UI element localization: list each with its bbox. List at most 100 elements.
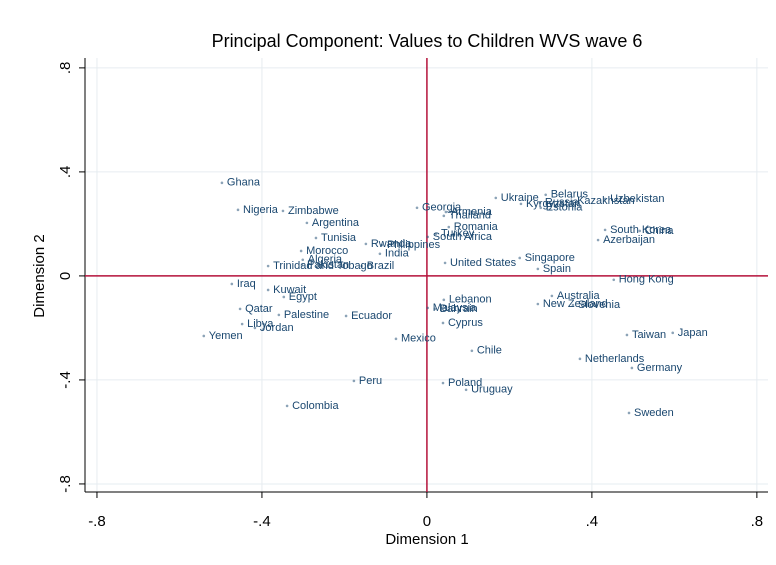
- point: [282, 295, 286, 299]
- point-label: China: [645, 225, 675, 237]
- point: [518, 256, 522, 260]
- point-label: Argentina: [312, 217, 360, 229]
- y-tick-label: 0: [57, 272, 74, 280]
- chart-title: Principal Component: Values to Children …: [212, 31, 643, 51]
- point: [281, 209, 285, 213]
- point-label: Algeria: [308, 254, 343, 266]
- point-label: Turkey: [441, 228, 475, 240]
- point: [596, 238, 600, 242]
- point: [494, 196, 498, 200]
- point: [352, 379, 356, 383]
- point: [470, 349, 474, 353]
- point: [603, 228, 607, 232]
- point-label: Chile: [477, 345, 502, 357]
- point: [301, 258, 305, 262]
- point-label: South Africa: [433, 231, 493, 243]
- x-tick-label: -.8: [88, 513, 106, 530]
- point: [266, 288, 270, 292]
- point: [230, 282, 234, 286]
- point: [277, 313, 281, 317]
- point-label: Kyrgyzstan: [526, 198, 580, 210]
- point: [238, 307, 242, 311]
- point-label: Cyprus: [448, 317, 483, 329]
- point-label: Taiwan: [632, 329, 666, 341]
- point-label: Armenia: [451, 206, 493, 218]
- point-label: Georgia: [422, 202, 462, 214]
- point-label: Belarus: [551, 189, 589, 201]
- point: [314, 236, 318, 240]
- point-label: Ukraine: [501, 192, 539, 204]
- point-label: Jordan: [260, 322, 294, 334]
- point: [570, 199, 574, 203]
- point: [305, 221, 309, 225]
- y-tick-label: -.4: [57, 371, 74, 389]
- point-label: Kazakhstan: [577, 195, 634, 207]
- point-label: India: [385, 248, 410, 260]
- point-label: Peru: [359, 375, 382, 387]
- point: [202, 334, 206, 338]
- point-label: Uruguay: [471, 384, 513, 396]
- point: [536, 302, 540, 306]
- point-label: Russia: [545, 197, 580, 209]
- point: [378, 252, 382, 256]
- y-tick-label: .8: [57, 62, 74, 75]
- point: [285, 404, 289, 408]
- point-label: Pakistan: [307, 259, 349, 271]
- point: [442, 298, 446, 302]
- point-label: Germany: [637, 362, 683, 374]
- point: [538, 201, 542, 205]
- point-label: Singapore: [525, 252, 575, 264]
- point-label: New Zealand: [543, 298, 608, 310]
- x-tick-label: .4: [586, 513, 599, 530]
- point-label: Morocco: [306, 245, 348, 257]
- point-label: Estonia: [546, 202, 584, 214]
- point-label: Ecuador: [351, 310, 392, 322]
- point: [444, 210, 448, 214]
- point: [394, 337, 398, 341]
- point: [671, 331, 675, 335]
- point: [299, 249, 303, 253]
- y-axis-label: Dimension 2: [31, 234, 48, 317]
- point: [443, 261, 447, 265]
- point: [433, 307, 437, 311]
- point-label: Ghana: [227, 177, 261, 189]
- point-label: Netherlands: [585, 353, 645, 365]
- point-label: Philippines: [387, 239, 441, 251]
- point: [344, 314, 348, 318]
- point-label: Tunisia: [321, 232, 357, 244]
- point: [253, 326, 257, 330]
- point-label: Poland: [448, 377, 482, 389]
- point: [236, 208, 240, 212]
- point: [441, 381, 445, 385]
- point-label: Azerbaijan: [603, 234, 655, 246]
- point: [266, 264, 270, 268]
- point: [415, 206, 419, 210]
- point-label: Qatar: [245, 303, 273, 315]
- point: [603, 197, 607, 201]
- point-label: Rwanda: [371, 238, 412, 250]
- point-label: Lebanon: [449, 294, 492, 306]
- point: [544, 193, 547, 197]
- point-label: Libya: [247, 318, 274, 330]
- point-label: Japan: [678, 327, 708, 339]
- point: [447, 225, 451, 229]
- point: [434, 232, 438, 236]
- y-tick-label: .4: [57, 166, 74, 179]
- point-label: Zimbabwe: [288, 205, 339, 217]
- point: [630, 366, 634, 370]
- y-tick-label: -.8: [57, 475, 74, 493]
- point-label: South Korea: [610, 224, 672, 236]
- point-label: Yemen: [209, 330, 243, 342]
- point: [380, 243, 384, 247]
- point-label: Iraq: [237, 278, 256, 290]
- point: [240, 322, 244, 326]
- point-label: Mexico: [401, 333, 436, 345]
- point-label: Trinidad and Tobago: [273, 260, 373, 272]
- x-axis-label: Dimension 1: [385, 531, 468, 548]
- point: [578, 357, 582, 361]
- point: [426, 306, 430, 310]
- point-label: Nigeria: [243, 204, 279, 216]
- point-label: Bahrain: [440, 303, 478, 315]
- point: [360, 264, 364, 268]
